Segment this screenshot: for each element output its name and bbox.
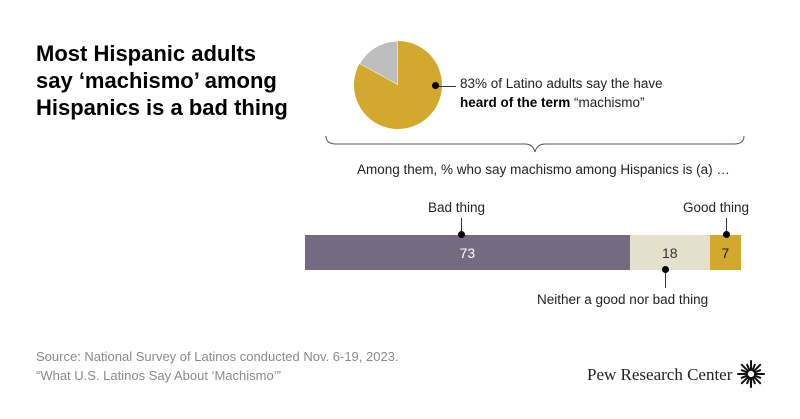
logo-ray bbox=[752, 375, 762, 385]
logo-ray bbox=[753, 369, 762, 374]
pie-annotation-line2: heard of the term “machismo” bbox=[460, 93, 663, 112]
logo-ray bbox=[753, 374, 762, 379]
source-line: Source: National Survey of Latinos condu… bbox=[36, 349, 399, 364]
chart-title: Most Hispanic adults say ‘machismo’ amon… bbox=[36, 41, 288, 120]
bar-subheading: Among them, % who say machismo among His… bbox=[357, 162, 730, 177]
pie-annotation: 83% of Latino adults say the have heard … bbox=[460, 74, 663, 112]
pie-leader-dot bbox=[432, 82, 439, 89]
value-label-neither: 18 bbox=[662, 244, 678, 261]
logo-ray bbox=[751, 376, 756, 385]
brand-name: Pew Research Center bbox=[587, 365, 733, 384]
value-label-bad-thing: 73 bbox=[459, 244, 476, 261]
pie-annotation-bold: heard of the term bbox=[460, 95, 571, 110]
logo-ray bbox=[752, 363, 762, 373]
logo-ray bbox=[746, 376, 751, 385]
heard-of-term-pie bbox=[354, 40, 442, 129]
pie-leader-line bbox=[436, 86, 456, 87]
tick-good-thing bbox=[726, 218, 727, 235]
stacked-bar: 73 18 7 bbox=[305, 235, 741, 270]
category-label-good-thing: Good thing bbox=[683, 200, 750, 215]
pie-annotation-line1: 83% of Latino adults say the have bbox=[460, 76, 663, 91]
logo-ray bbox=[746, 363, 751, 372]
bar-segment-bad-thing: 73 bbox=[305, 235, 630, 270]
bar-segment-good-thing: 7 bbox=[709, 235, 741, 270]
dot-good-thing bbox=[723, 231, 730, 238]
logo-ray bbox=[740, 374, 749, 379]
logo-ray bbox=[740, 369, 749, 374]
tick-neither bbox=[665, 270, 666, 288]
logo-ray bbox=[740, 363, 750, 373]
category-label-bad-thing: Bad thing bbox=[428, 200, 486, 215]
pie-slice-not-heard bbox=[358, 40, 399, 86]
pie-annotation-rest: “machismo” bbox=[570, 95, 645, 110]
bar-segment-neither: 18 bbox=[629, 235, 710, 270]
logo-ray bbox=[751, 363, 756, 372]
pew-logo-icon bbox=[737, 360, 765, 388]
logo-ray bbox=[740, 375, 750, 385]
pie-slice-heard bbox=[354, 41, 442, 129]
tick-bad-thing bbox=[461, 218, 462, 235]
dot-neither bbox=[662, 266, 669, 273]
source-note: Source: National Survey of Latinos condu… bbox=[36, 347, 399, 385]
category-label-neither: Neither a good nor bad thing bbox=[537, 292, 709, 307]
value-label-good-thing: 7 bbox=[721, 244, 730, 261]
dot-bad-thing bbox=[458, 231, 465, 238]
bracket-icon bbox=[325, 135, 745, 153]
report-title-line: “What U.S. Latinos Say About ‘Machismo’” bbox=[36, 368, 281, 383]
